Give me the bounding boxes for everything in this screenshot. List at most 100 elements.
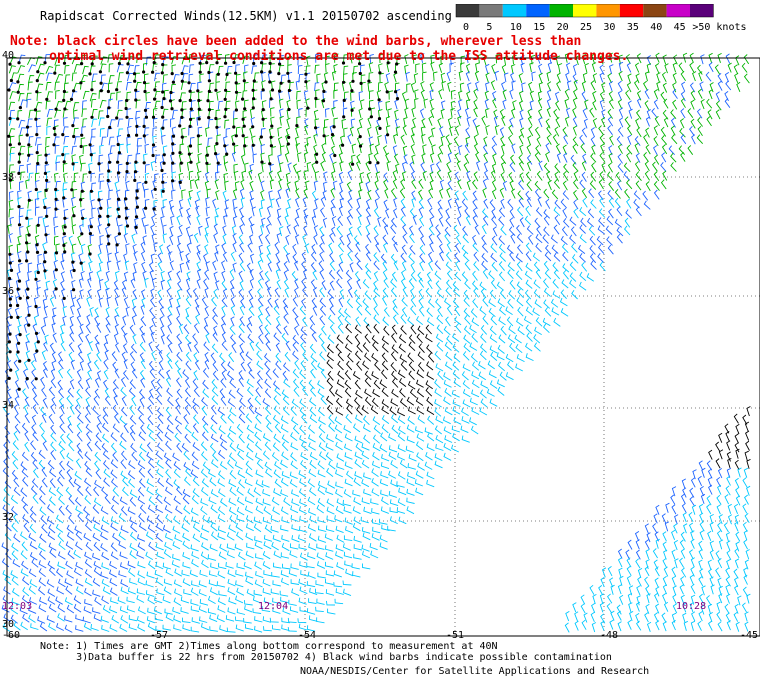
wind-barb: [529, 62, 534, 73]
wind-barb: [79, 289, 84, 300]
wind-barb: [683, 620, 689, 631]
wind-barb: [273, 550, 282, 559]
wind-barb: [407, 406, 416, 415]
wind-barb: [688, 549, 694, 560]
contamination-dot: [18, 359, 22, 363]
wind-barb: [38, 568, 46, 578]
wind-barb: [301, 414, 308, 424]
wind-barb: [373, 323, 380, 334]
wind-barb: [718, 585, 723, 596]
wind-barb: [191, 551, 200, 559]
wind-barb: [291, 416, 299, 426]
wind-barb: [380, 471, 389, 479]
wind-barb: [402, 286, 408, 297]
wind-barb: [118, 224, 123, 234]
wind-barb: [258, 233, 263, 245]
wind-barb: [280, 424, 289, 433]
wind-barb: [579, 134, 585, 145]
contamination-dot: [215, 125, 219, 129]
wind-barb: [515, 270, 523, 281]
wind-barb: [249, 108, 255, 118]
contamination-dot: [17, 279, 22, 283]
wind-barb: [397, 432, 405, 442]
wind-barb: [741, 602, 747, 613]
wind-barb: [218, 425, 226, 435]
contamination-dot: [8, 116, 12, 121]
wind-barb: [95, 341, 100, 352]
wind-barb: [235, 624, 244, 632]
contamination-dot: [252, 97, 256, 101]
wind-barb: [391, 324, 398, 335]
wind-barb: [236, 443, 245, 453]
wind-barb: [178, 224, 183, 235]
wind-barb: [501, 144, 506, 155]
wind-barb: [14, 413, 21, 424]
wind-barb: [475, 81, 480, 92]
wind-barb: [315, 98, 320, 108]
wind-barb: [452, 332, 460, 342]
lat-label-32: 32: [2, 512, 15, 523]
contamination-dot: [125, 224, 130, 228]
wind-barb: [374, 180, 379, 191]
wind-barb: [662, 531, 667, 542]
wind-barb: [93, 613, 102, 622]
wind-barb: [129, 424, 136, 435]
wind-barb: [517, 288, 524, 299]
wind-barb: [100, 82, 108, 91]
contamination-dot: [268, 162, 272, 166]
contamination-dot: [79, 198, 83, 202]
wind-barb: [293, 387, 300, 397]
wind-barb: [201, 542, 209, 551]
wind-barb: [543, 260, 550, 271]
wind-barb: [82, 145, 88, 155]
wind-barb: [715, 550, 721, 561]
wind-barb: [336, 225, 343, 236]
wind-barb: [62, 306, 67, 316]
wind-barb: [588, 188, 595, 199]
wind-barb: [91, 55, 98, 64]
wind-barb: [80, 181, 86, 192]
wind-barb: [117, 153, 123, 163]
wind-barb: [606, 215, 614, 226]
wind-barb: [178, 199, 184, 210]
wind-barb: [190, 544, 199, 552]
wind-barb: [24, 378, 30, 389]
wind-barb: [474, 224, 480, 235]
wind-barb: [392, 145, 398, 156]
wind-barb: [697, 88, 703, 99]
wind-barb: [393, 260, 399, 271]
wind-barb: [518, 90, 524, 101]
wind-barb: [324, 561, 334, 568]
wind-barb: [393, 72, 398, 83]
wind-barb: [103, 369, 109, 380]
wind-barb: [374, 162, 380, 173]
wind-barb: [88, 341, 93, 352]
wind-barb: [317, 486, 325, 495]
wind-barb: [78, 332, 84, 343]
contamination-dot: [17, 142, 21, 146]
contamination-dot: [99, 206, 103, 210]
wind-barb: [543, 209, 551, 219]
wind-barb: [96, 288, 102, 299]
wind-barb: [89, 234, 95, 244]
wind-barb: [680, 108, 686, 119]
wind-barb: [173, 461, 181, 471]
wind-barb: [291, 489, 300, 497]
wind-barb: [709, 576, 714, 587]
wind-barb: [182, 488, 191, 498]
wind-barb: [67, 415, 72, 426]
wind-barb: [533, 342, 541, 352]
wind-barb: [184, 424, 192, 434]
wind-barb: [57, 561, 66, 570]
wind-barb: [618, 61, 624, 72]
wind-barb: [445, 134, 451, 145]
wind-barb: [271, 80, 276, 91]
wind-barb: [394, 82, 400, 92]
wind-barb: [598, 190, 604, 201]
wind-barb: [71, 56, 80, 65]
contamination-dot: [132, 72, 137, 76]
wind-barb: [110, 516, 119, 525]
wind-barb: [135, 110, 141, 120]
wind-barb: [42, 440, 48, 451]
wind-barb: [213, 271, 218, 282]
